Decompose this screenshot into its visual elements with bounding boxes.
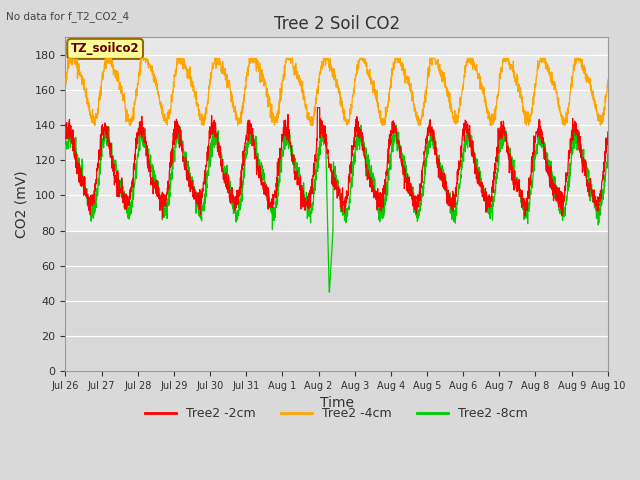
Bar — [65, 20, 608, 55]
Bar — [65, 266, 608, 301]
Text: No data for f_T2_CO2_4: No data for f_T2_CO2_4 — [6, 11, 129, 22]
Bar — [65, 336, 608, 371]
Text: TZ_soilco2: TZ_soilco2 — [71, 42, 140, 55]
Bar — [65, 301, 608, 336]
Bar — [65, 125, 608, 160]
Y-axis label: CO2 (mV): CO2 (mV) — [15, 170, 29, 238]
X-axis label: Time: Time — [319, 396, 354, 410]
Title: Tree 2 Soil CO2: Tree 2 Soil CO2 — [273, 15, 399, 33]
Bar — [65, 55, 608, 90]
Legend: Tree2 -2cm, Tree2 -4cm, Tree2 -8cm: Tree2 -2cm, Tree2 -4cm, Tree2 -8cm — [140, 402, 533, 425]
Bar — [65, 160, 608, 195]
Bar — [65, 230, 608, 266]
Bar — [65, 90, 608, 125]
Bar — [65, 195, 608, 230]
